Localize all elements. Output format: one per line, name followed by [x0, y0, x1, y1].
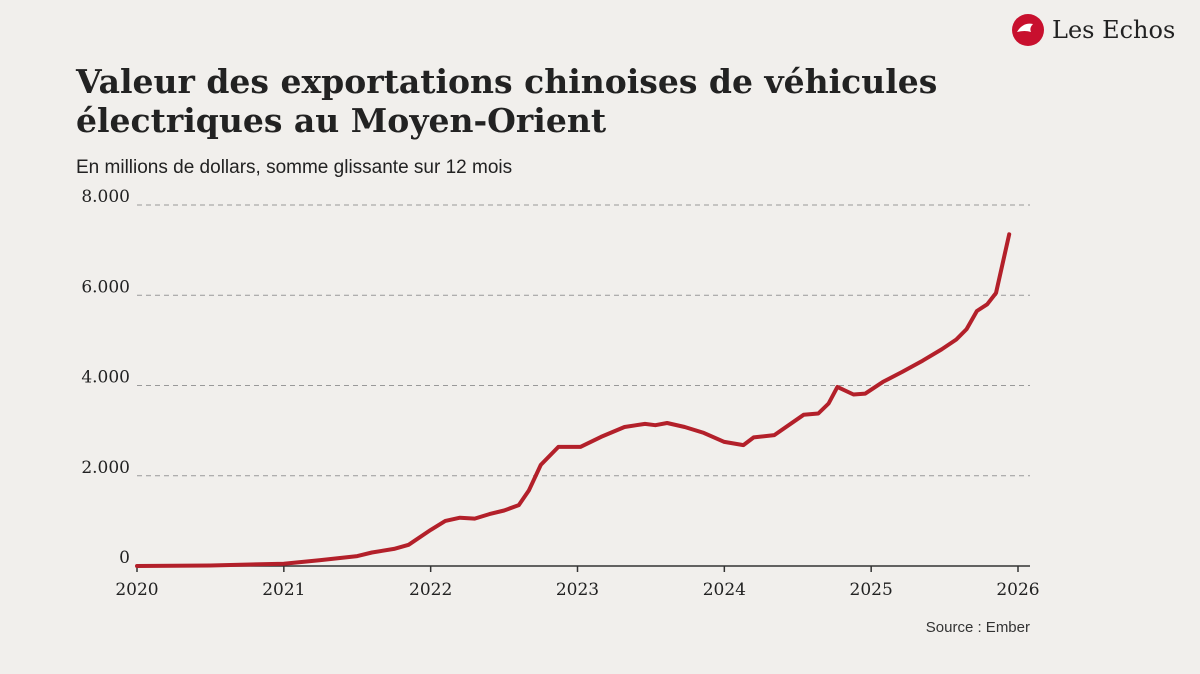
subtitle: En millions de dollars, somme glissante … — [76, 157, 512, 178]
x-tick-label: 2023 — [556, 580, 599, 600]
source: Source : Ember — [926, 619, 1030, 636]
logo-icon — [1017, 23, 1033, 32]
x-tick-label: 2022 — [409, 580, 452, 600]
x-tick-label: 2025 — [850, 580, 893, 600]
x-tick-label: 2026 — [996, 580, 1039, 600]
y-tick-label: 2.000 — [81, 458, 130, 478]
y-tick-label: 4.000 — [81, 368, 130, 388]
x-tick-label: 2021 — [262, 580, 305, 600]
chart-title: Valeur des exportations chinoises de véh… — [75, 62, 937, 101]
data-line — [135, 232, 1012, 568]
y-tick-label: 8.000 — [81, 187, 130, 207]
y-tick-label: 0 — [119, 548, 130, 568]
y-tick-label: 6.000 — [81, 277, 130, 297]
brand: Les Echos — [1052, 16, 1175, 44]
chart-title: électriques au Moyen-Orient — [76, 101, 607, 140]
x-tick-label: 2024 — [703, 580, 746, 600]
x-tick-label: 2020 — [115, 580, 158, 600]
